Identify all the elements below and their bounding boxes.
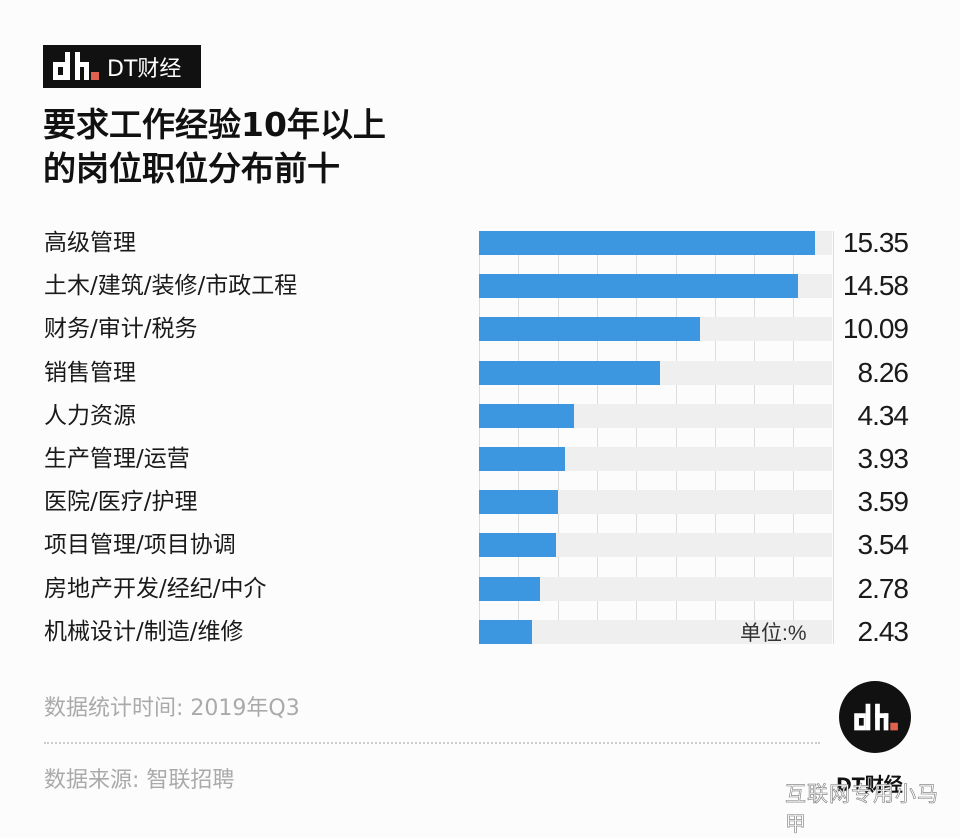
title-line-2: 的岗位职位分布前十	[43, 149, 340, 188]
bar-row: 项目管理/项目协调 3.54	[0, 529, 960, 576]
category-label: 生产管理/运营	[44, 446, 190, 472]
category-label: 医院/医疗/护理	[44, 489, 198, 516]
unit-label: 单位:%	[740, 622, 807, 645]
bar	[479, 403, 574, 428]
gridline	[832, 231, 834, 644]
bar-row: 房地产开发/经纪/中介 2.78	[0, 572, 960, 620]
value-label: 3.54	[857, 529, 909, 561]
value-label: 2.78	[857, 572, 909, 604]
gridline	[714, 231, 716, 644]
category-label: 高级管理	[44, 230, 136, 256]
value-label: 15.35	[842, 227, 909, 258]
gridline	[557, 231, 559, 644]
bar-track	[479, 619, 832, 644]
bar	[479, 231, 815, 255]
chart-title: 要求工作经验10年以上 的岗位职位分布前十	[43, 103, 386, 191]
category-label: 房地产开发/经纪/中介	[44, 575, 267, 602]
data-source: 数据来源: 智联招聘	[44, 768, 235, 793]
gridline	[636, 231, 638, 644]
stat-time: 数据统计时间: 2019年Q3	[44, 696, 300, 721]
gridline	[518, 231, 520, 644]
value-label: 2.43	[857, 615, 909, 647]
category-label: 财务/审计/税务	[44, 316, 198, 343]
category-label: 项目管理/项目协调	[44, 532, 236, 559]
gridline	[596, 231, 598, 644]
gridline	[754, 231, 756, 644]
dt-logo-icon	[53, 51, 101, 82]
category-label: 土木/建筑/装修/市政工程	[44, 273, 298, 300]
bar	[479, 619, 533, 644]
bar	[479, 490, 558, 515]
bar-row: 机械设计/制造/维修 2.43	[0, 615, 960, 663]
watermark: 互联网专用小马甲	[785, 782, 939, 837]
bar-row: 土木/建筑/装修/市政工程 14.58	[0, 270, 960, 317]
gridline	[479, 231, 480, 644]
bar	[479, 317, 700, 342]
category-label: 销售管理	[44, 359, 136, 386]
bar	[479, 274, 798, 299]
value-label: 8.26	[857, 356, 909, 388]
value-label: 14.58	[842, 270, 909, 302]
gridline	[675, 231, 677, 644]
category-label: 机械设计/制造/维修	[44, 618, 244, 645]
bar	[479, 447, 565, 471]
bar	[479, 360, 660, 385]
dt-logo-icon	[854, 703, 900, 733]
bar-row: 财务/审计/税务 10.09	[0, 313, 960, 360]
category-label: 人力资源	[44, 402, 136, 429]
value-label: 3.93	[857, 443, 909, 474]
gridline	[793, 231, 795, 644]
bar-row: 生产管理/运营 3.93	[0, 443, 960, 490]
value-label: 4.34	[857, 399, 909, 431]
bar	[479, 533, 557, 558]
brand-name: DT财经	[107, 56, 182, 82]
dotted-divider	[44, 742, 820, 744]
dt-circle-logo	[839, 681, 911, 753]
bar-row: 销售管理 8.26	[0, 356, 960, 404]
bar-row: 医院/医疗/护理 3.59	[0, 486, 960, 533]
brand-header: DT财经	[43, 45, 201, 88]
bar	[479, 576, 540, 601]
bar-row: 人力资源 4.34	[0, 399, 960, 447]
value-label: 10.09	[842, 313, 909, 345]
title-line-1: 要求工作经验10年以上	[43, 105, 386, 144]
bar-row: 高级管理 15.35	[0, 227, 960, 274]
value-label: 3.59	[857, 486, 909, 518]
footer-logo-text: DT财经	[836, 774, 903, 796]
